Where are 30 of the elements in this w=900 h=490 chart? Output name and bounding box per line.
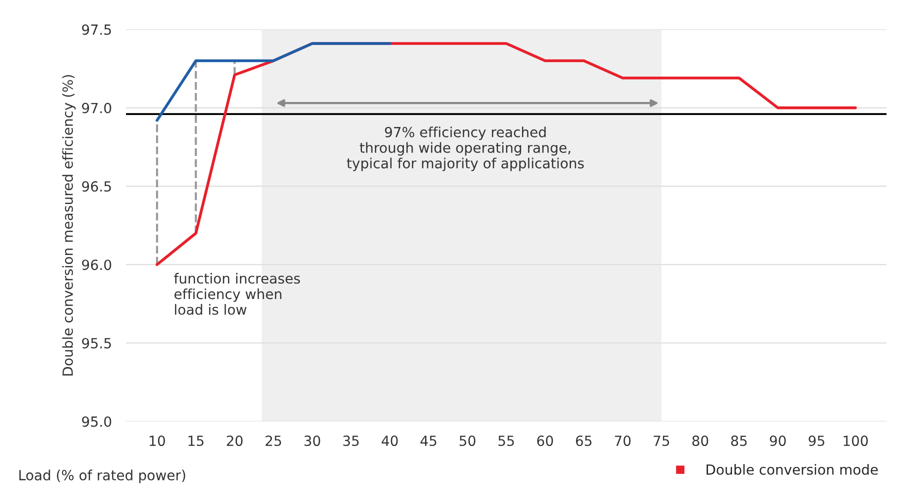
- x-tick-label: 25: [266, 436, 282, 446]
- y-tick-label: 95.5: [82, 338, 111, 348]
- x-tick-label: 65: [576, 436, 592, 446]
- x-tick-label: 50: [460, 436, 476, 446]
- x-tick-label: 10: [150, 436, 165, 446]
- x-tick-label: 80: [692, 436, 708, 446]
- y-tick-label: 97.0: [82, 102, 112, 114]
- x-tick-label: 60: [537, 436, 553, 446]
- x-tick-label: 30: [304, 436, 320, 446]
- y-axis-title: Double conversion measured efficiency (%): [62, 75, 76, 376]
- x-tick-label: 20: [226, 436, 243, 446]
- annotation: 97% efficiency reached through wide operating range, typical for majority of applications: [346, 126, 584, 172]
- legend-label: Double conversion mode: [706, 464, 878, 475]
- x-tick-label: 45: [420, 436, 436, 446]
- y-tick-label: 96.5: [82, 181, 111, 192]
- x-axis-title: Load (% of rated power): [19, 470, 186, 484]
- x-tick-label: 15: [188, 436, 204, 446]
- x-tick-label: 100: [844, 436, 868, 446]
- x-tick-label: 90: [770, 436, 786, 446]
- x-tick-label: 35: [343, 436, 359, 446]
- y-tick-label: 96.0: [82, 260, 112, 270]
- annotation: function increases efficiency when load is low: [174, 272, 300, 315]
- y-tick-label: 97.5: [82, 24, 111, 35]
- x-tick-label: 40: [382, 436, 398, 446]
- x-tick-label: 75: [654, 436, 670, 446]
- x-tick-label: 70: [614, 436, 631, 446]
- x-tick-label: 95: [808, 436, 824, 446]
- x-tick-label: 55: [498, 436, 514, 446]
- y-tick-label: 95.0: [82, 416, 112, 427]
- x-tick-label: 85: [731, 436, 747, 446]
